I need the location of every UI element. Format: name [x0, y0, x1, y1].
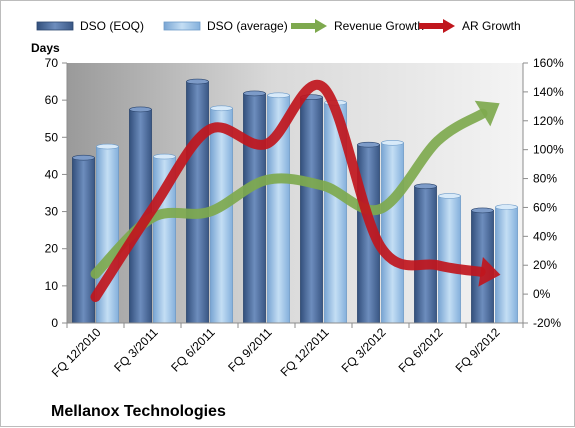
legend-swatch-arrowhead: [443, 19, 455, 33]
x-axis-ticks: FQ 12/2010 FQ 3/2011 FQ 6/2011 FQ 9/2011 FQ …: [49, 323, 524, 380]
right-axis-tick-label: 160%: [533, 56, 564, 70]
legend-label-dso-eoq: DSO (EOQ): [80, 19, 144, 33]
chart-footer-title: Mellanox Technologies: [51, 403, 226, 420]
bar-dso-average: [381, 142, 404, 324]
legend-swatch-dso-average: [163, 21, 201, 31]
right-axis-tick-label: 140%: [533, 85, 564, 99]
x-axis-category-label: FQ 6/2012: [396, 325, 446, 375]
legend-label-revenue-growth: Revenue Growth: [334, 19, 424, 33]
right-axis-ticks: -20% 0% 20% 40% 60% 80% 100% 120% 140% 160%: [523, 56, 564, 330]
bar-top-cap: [129, 106, 152, 113]
revenue-growth-arrowhead: [474, 100, 500, 127]
legend-swatch-dso-eoq: [36, 21, 74, 31]
bar-dso-average: [210, 107, 233, 324]
left-axis-tick-label: 40: [45, 167, 59, 181]
lines-layer: [90, 79, 501, 302]
left-axis-ticks: 0 10 20 30 40 50 60 70: [45, 56, 67, 330]
right-axis-tick-label: 20%: [533, 258, 557, 272]
bar-top-cap: [495, 204, 518, 210]
legend: DSO (EOQ) DSO (average) Revenue Growth AR G…: [36, 19, 521, 33]
x-axis-category-label: FQ 9/2012: [453, 325, 503, 375]
x-axis-category-label: FQ 12/2011: [278, 325, 332, 379]
right-axis-tick-label: 100%: [533, 143, 564, 157]
bar-top-cap: [210, 105, 233, 112]
bar-top-cap: [414, 183, 437, 190]
right-axis-tick-label: 60%: [533, 200, 557, 214]
x-axis-category-label: FQ 12/2010: [49, 325, 104, 380]
left-axis-tick-label: 0: [51, 316, 58, 330]
bar-top-cap: [96, 143, 119, 150]
left-axis-tick-label: 20: [45, 242, 59, 256]
x-axis-category-label: FQ 3/2011: [111, 325, 161, 375]
bar-top-cap: [438, 193, 461, 199]
legend-swatch-arrowhead: [315, 19, 327, 33]
bar-top-cap: [186, 78, 209, 85]
bar-top-cap: [381, 140, 404, 146]
left-axis-tick-label: 70: [45, 56, 59, 70]
x-axis-category-label: FQ 6/2011: [168, 325, 218, 375]
left-axis-tick-label: 10: [45, 279, 59, 293]
bar-dso-eoq: [243, 93, 266, 324]
ar-growth-arrowhead: [478, 256, 501, 287]
bar-dso-average: [495, 206, 518, 324]
bar-top-cap: [153, 153, 176, 160]
left-axis-tick-label: 50: [45, 130, 59, 144]
right-axis-tick-label: 40%: [533, 229, 557, 243]
x-axis-category-label: FQ 3/2012: [339, 325, 389, 375]
bar-top-cap: [357, 141, 380, 148]
bar-top-cap: [471, 207, 494, 214]
y-left-axis-title: Days: [31, 41, 60, 55]
right-axis-tick-label: -20%: [533, 316, 561, 330]
right-axis-tick-label: 120%: [533, 114, 564, 128]
x-axis-category-label: FQ 9/2011: [225, 325, 275, 375]
left-axis-tick-label: 60: [45, 93, 59, 107]
bar-top-cap: [72, 154, 95, 161]
bar-top-cap: [267, 92, 290, 99]
legend-label-dso-average: DSO (average): [207, 19, 288, 33]
bar-dso-eoq: [414, 185, 437, 324]
left-axis-tick-label: 30: [45, 205, 59, 219]
right-axis-tick-label: 0%: [533, 287, 551, 301]
bar-top-cap: [243, 90, 266, 97]
bar-dso-average: [438, 195, 461, 324]
legend-label-ar-growth: AR Growth: [462, 19, 521, 33]
bar-dso-eoq: [300, 96, 323, 324]
ar-growth-line: [90, 79, 486, 302]
bar-dso-eoq: [186, 81, 209, 324]
right-axis-tick-label: 80%: [533, 172, 557, 186]
